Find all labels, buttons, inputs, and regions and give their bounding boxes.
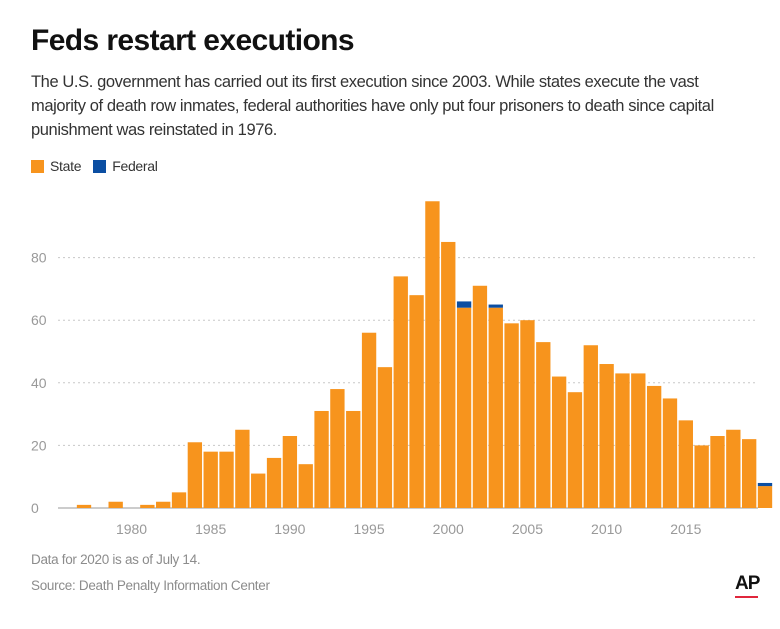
- bar-state-2007: [551, 376, 567, 508]
- bar-state-1987: [235, 429, 250, 508]
- bar-state-2003: [488, 307, 503, 508]
- bar-state-2016: [694, 445, 709, 508]
- bar-state-2010: [599, 364, 614, 508]
- bar-state-2012: [631, 373, 646, 508]
- bar-state-1988: [251, 473, 266, 508]
- bar-state-1984: [187, 442, 203, 508]
- legend-swatch-state: [31, 159, 44, 173]
- bar-state-2000: [441, 241, 456, 508]
- bar-state-2009: [583, 345, 598, 508]
- bar-state-1997: [393, 276, 408, 508]
- bar-state-1998: [409, 295, 424, 508]
- bar-state-1985: [203, 451, 218, 508]
- bar-state-1995: [361, 332, 377, 508]
- bar-federal-2020: [757, 482, 773, 487]
- data-note: Data for 2020 is as of July 14.: [31, 552, 201, 567]
- legend-swatch-federal: [93, 159, 107, 173]
- bar-state-2011: [615, 373, 630, 508]
- x-tick-label: 2005: [512, 521, 543, 537]
- x-tick-label: 2015: [670, 521, 701, 537]
- x-tick-label: 1990: [274, 521, 305, 537]
- bar-state-1990: [282, 436, 298, 508]
- legend: State Federal: [31, 158, 170, 174]
- bar-state-2015: [678, 420, 693, 508]
- bar-state-2018: [726, 429, 741, 508]
- y-tick-label: 40: [31, 375, 47, 391]
- chart-subtitle: The U.S. government has carried out its …: [31, 73, 714, 139]
- x-tick-label: 1980: [116, 521, 147, 537]
- bar-state-1989: [266, 457, 282, 508]
- bar-state-2005: [520, 320, 535, 508]
- legend-label-state: State: [50, 158, 82, 174]
- y-tick-label: 0: [31, 500, 39, 516]
- bar-state-2017: [710, 436, 725, 508]
- bar-state-2020: [757, 486, 773, 508]
- x-tick-label: 2000: [433, 521, 464, 537]
- legend-item-federal: Federal: [93, 158, 158, 174]
- bar-federal-2003: [488, 304, 503, 308]
- x-tick-label: 1995: [353, 521, 384, 537]
- ap-logo: AP: [735, 573, 760, 594]
- x-tick-label: 1985: [195, 521, 226, 537]
- x-tick-label: 2010: [591, 521, 622, 537]
- y-tick-label: 20: [31, 437, 47, 453]
- bar-state-2019: [741, 439, 757, 508]
- ap-logo-underline: [735, 596, 758, 598]
- bar-state-2001: [456, 307, 472, 508]
- bar-state-2008: [567, 392, 583, 508]
- bar-state-2014: [662, 398, 678, 508]
- bar-state-1996: [377, 367, 393, 508]
- chart-title: Feds restart executions: [31, 24, 355, 57]
- bar-state-1993: [330, 389, 345, 508]
- bar-state-2006: [536, 342, 551, 508]
- bar-state-1977: [76, 504, 92, 508]
- source-note: Source: Death Penalty Information Center: [31, 578, 270, 593]
- bar-state-1994: [346, 410, 361, 508]
- bar-state-2002: [472, 285, 488, 508]
- bar-state-2004: [504, 323, 519, 508]
- bar-federal-2001: [456, 301, 472, 308]
- bar-state-1991: [298, 464, 313, 508]
- y-tick-label: 80: [31, 250, 47, 266]
- legend-label-federal: Federal: [112, 158, 158, 174]
- bar-state-1992: [314, 410, 329, 508]
- bar-state-1979: [108, 501, 123, 508]
- legend-item-state: State: [31, 158, 82, 174]
- bar-state-1986: [219, 451, 234, 508]
- bar-state-2013: [646, 385, 662, 508]
- y-tick-label: 60: [31, 312, 47, 328]
- bar-state-1999: [425, 201, 440, 508]
- bar-state-1981: [140, 504, 155, 508]
- bar-state-1983: [171, 492, 187, 508]
- bar-state-1982: [156, 501, 171, 508]
